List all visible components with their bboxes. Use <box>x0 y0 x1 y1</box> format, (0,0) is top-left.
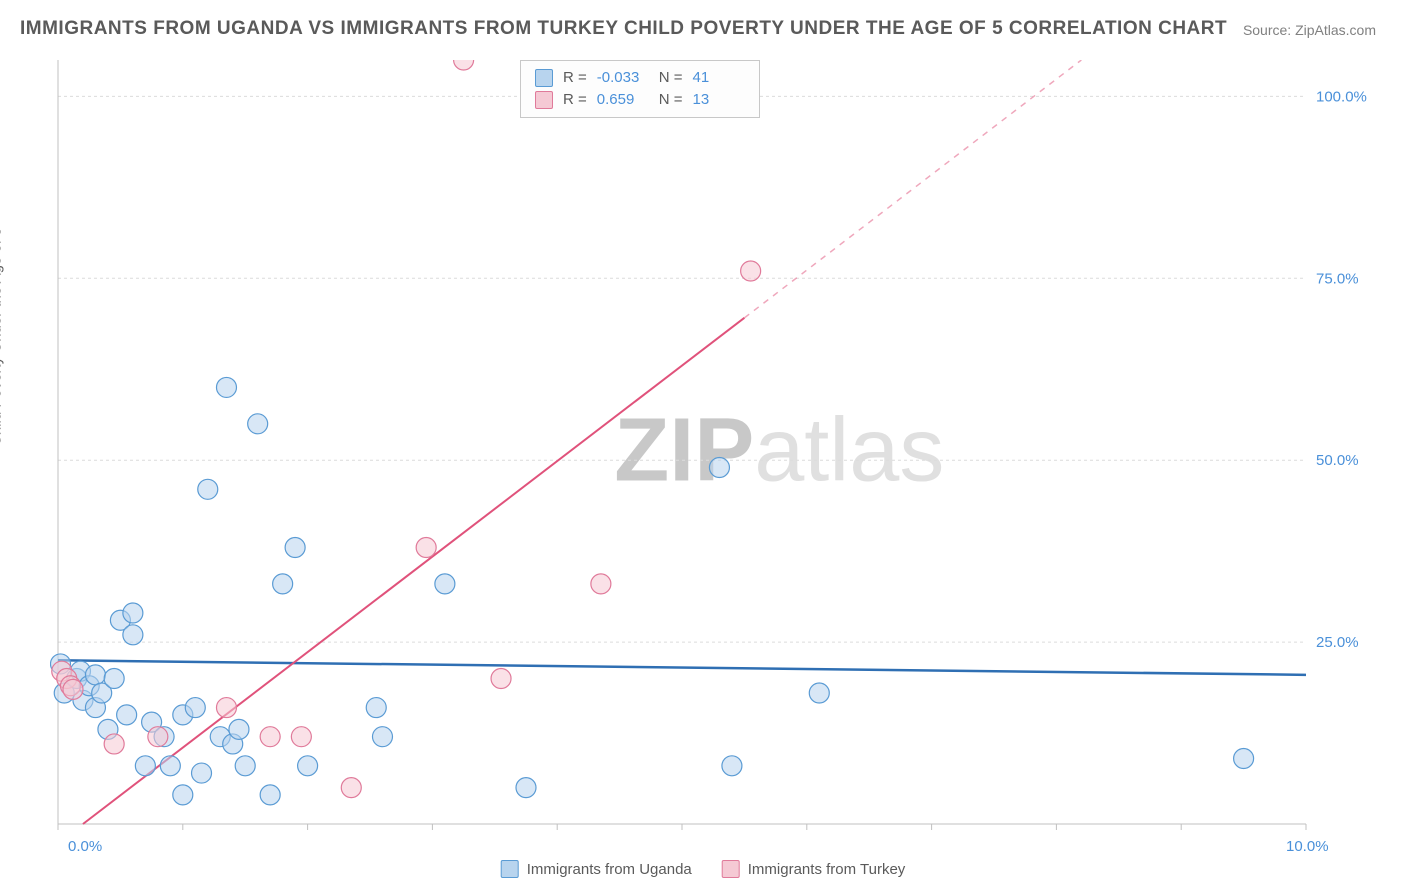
y-axis-label: Child Poverty Under the Age of 5 <box>0 228 5 446</box>
legend-stat-row: R = -0.033 N = 41 <box>535 67 745 89</box>
x-tick-label-min: 0.0% <box>68 838 102 855</box>
source-prefix: Source: <box>1243 22 1295 38</box>
legend-n-label: N = <box>659 67 683 89</box>
legend-swatch <box>535 91 553 109</box>
legend-swatch <box>722 860 740 878</box>
legend-stat-row: R = 0.659 N = 13 <box>535 89 745 111</box>
chart-area: ZIPatlas 25.0%50.0%75.0%100.0% <box>50 60 1376 842</box>
legend-series-label: Immigrants from Uganda <box>527 861 692 878</box>
legend-series-item: Immigrants from Turkey <box>722 860 906 878</box>
source-attribution: Source: ZipAtlas.com <box>1243 22 1376 38</box>
legend-stats: R = -0.033 N = 41 R = 0.659 N = 13 <box>520 60 760 118</box>
svg-text:75.0%: 75.0% <box>1316 270 1359 287</box>
legend-n-value: 41 <box>693 67 745 89</box>
legend-n-value: 13 <box>693 89 745 111</box>
legend-r-label: R = <box>563 67 587 89</box>
scatter-plot: 25.0% 50.0% 75.0% 100.0% <box>50 60 1376 842</box>
x-tick-label-max: 10.0% <box>1286 838 1329 855</box>
svg-text:25.0%: 25.0% <box>1316 634 1359 651</box>
legend-series-item: Immigrants from Uganda <box>501 860 692 878</box>
legend-n-label: N = <box>659 89 683 111</box>
legend-r-value: -0.033 <box>597 67 649 89</box>
legend-series: Immigrants from Uganda Immigrants from Tu… <box>501 860 906 878</box>
legend-r-label: R = <box>563 89 587 111</box>
legend-swatch <box>501 860 519 878</box>
chart-title: IMMIGRANTS FROM UGANDA VS IMMIGRANTS FRO… <box>20 18 1227 40</box>
legend-r-value: 0.659 <box>597 89 649 111</box>
legend-series-label: Immigrants from Turkey <box>748 861 906 878</box>
svg-text:100.0%: 100.0% <box>1316 88 1367 105</box>
legend-swatch <box>535 69 553 87</box>
source-link[interactable]: ZipAtlas.com <box>1295 22 1376 38</box>
svg-text:50.0%: 50.0% <box>1316 452 1359 469</box>
